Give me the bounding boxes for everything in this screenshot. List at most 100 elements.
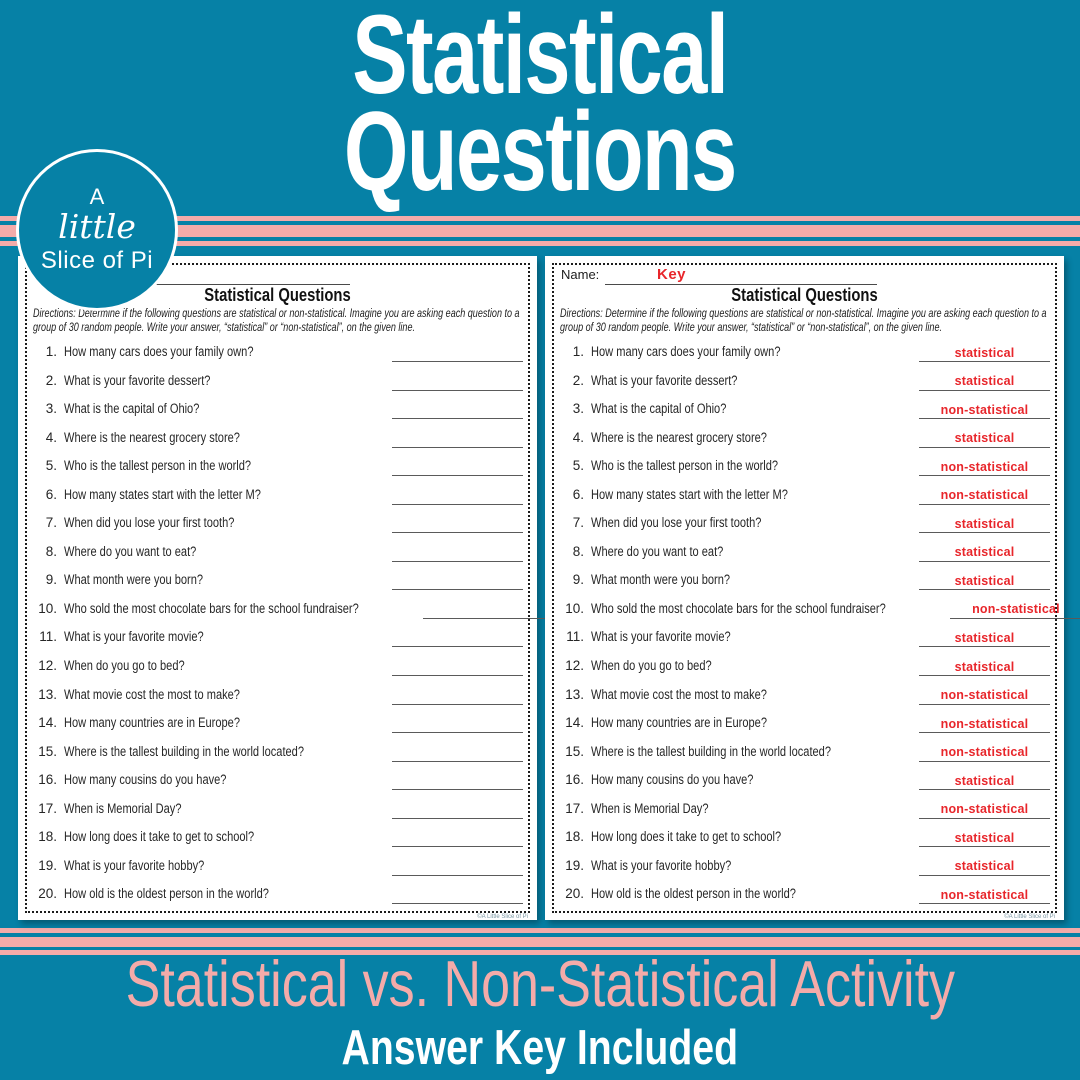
- brand-logo: A little Slice of Pi: [16, 149, 178, 311]
- question-number: 6.: [572, 486, 584, 502]
- question-row: 2. What is your favorite dessert?: [33, 372, 523, 401]
- question-list: 1. How many cars does your family own? s…: [560, 343, 1080, 914]
- question-number: 11.: [39, 629, 57, 645]
- answer-line: non-statistical: [950, 600, 1080, 619]
- answer-line: statistical: [919, 857, 1050, 876]
- question-text: Where do you want to eat?: [64, 543, 197, 559]
- question-number: 14.: [565, 715, 584, 731]
- answer-line: statistical: [919, 571, 1050, 591]
- answer-text: statistical: [954, 859, 1015, 874]
- answer-line: [392, 800, 523, 819]
- question-row: 10. Who sold the most chocolate bars for…: [33, 600, 555, 629]
- answer-text: statistical: [954, 830, 1015, 845]
- question-text: Who sold the most chocolate bars for the…: [64, 600, 359, 616]
- question-text: What is your favorite dessert?: [64, 372, 211, 388]
- logo-line2: little: [58, 206, 136, 246]
- question-text: How many cousins do you have?: [64, 772, 227, 788]
- question-number: 6.: [45, 486, 57, 502]
- question-number: 3.: [45, 401, 57, 417]
- question-number: 2.: [572, 372, 584, 388]
- answer-line: [392, 686, 523, 705]
- question-number: 20.: [565, 886, 584, 902]
- answer-line: statistical: [919, 657, 1050, 677]
- question-number: 13.: [38, 686, 57, 702]
- answer-line: [392, 372, 523, 391]
- answer-text: statistical: [954, 516, 1015, 531]
- bottom-stripe-band: [0, 928, 1080, 955]
- question-number: 20.: [38, 886, 57, 902]
- stripe: [0, 225, 1080, 237]
- answer-line: statistical: [919, 514, 1050, 534]
- question-number: 18.: [38, 829, 57, 845]
- question-row: 15. Where is the tallest building in the…: [560, 743, 1050, 772]
- question-text: Who is the tallest person in the world?: [591, 458, 779, 474]
- question-number: 9.: [572, 572, 584, 588]
- question-row: 16. How many cousins do you have?: [33, 771, 523, 800]
- question-row: 7. When did you lose your first tooth?: [33, 514, 523, 543]
- question-text: When did you lose your first tooth?: [64, 515, 235, 531]
- answer-line: [392, 885, 523, 905]
- directions-wrap: Directions: Determine if the following q…: [33, 307, 529, 341]
- question-text: Who is the tallest person in the world?: [64, 458, 252, 474]
- question-number: 12.: [565, 658, 584, 674]
- question-row: 20. How old is the oldest person in the …: [33, 885, 523, 914]
- question-row: 18. How long does it take to get to scho…: [560, 828, 1050, 857]
- question-text: How many states start with the letter M?: [64, 486, 261, 502]
- question-number: 10.: [38, 600, 57, 616]
- answer-text: non-statistical: [940, 688, 1029, 703]
- question-number: 17.: [565, 800, 584, 816]
- stripe: [0, 216, 1080, 221]
- question-number: 5.: [45, 458, 57, 474]
- question-number: 4.: [572, 429, 584, 445]
- question-row: 3. What is the capital of Ohio?: [33, 400, 523, 429]
- name-value-key: Key: [657, 266, 687, 283]
- question-text: What is your favorite movie?: [64, 629, 204, 645]
- question-number: 13.: [565, 686, 584, 702]
- stripe: [0, 950, 1080, 955]
- question-row: 13. What movie cost the most to make? no…: [560, 686, 1050, 715]
- question-number: 1.: [45, 344, 57, 359]
- question-text: How many cars does your family own?: [591, 344, 781, 359]
- answer-text: non-statistical: [972, 602, 1060, 617]
- question-row: 6. How many states start with the letter…: [560, 486, 1050, 515]
- answer-line: non-statistical: [919, 743, 1050, 762]
- worksheet-page-answer-key: Name: Key Statistical Questions Directio…: [545, 256, 1080, 920]
- question-text: How old is the oldest person in the worl…: [591, 886, 796, 902]
- answer-line: [392, 571, 523, 591]
- question-text: Who sold the most chocolate bars for the…: [591, 600, 886, 616]
- question-row: 4. Where is the nearest grocery store? s…: [560, 429, 1050, 458]
- question-number: 2.: [45, 372, 57, 388]
- answer-line: non-statistical: [919, 885, 1050, 905]
- answer-line: [392, 543, 523, 562]
- answer-line: non-statistical: [919, 486, 1050, 505]
- question-text: How many countries are in Europe?: [591, 715, 767, 731]
- question-text: What is the capital of Ohio?: [591, 401, 727, 417]
- answer-text: non-statistical: [940, 488, 1029, 503]
- name-line: [78, 266, 350, 285]
- question-number: 14.: [38, 715, 57, 731]
- answer-text: statistical: [954, 659, 1015, 674]
- question-row: 9. What month were you born? statistical: [560, 571, 1050, 600]
- question-row: 6. How many states start with the letter…: [33, 486, 523, 515]
- answer-line: non-statistical: [919, 800, 1050, 819]
- question-list: 1. How many cars does your family own? 2…: [33, 343, 555, 914]
- question-number: 11.: [566, 629, 584, 645]
- answer-text: non-statistical: [940, 402, 1029, 417]
- question-number: 9.: [45, 572, 57, 588]
- answer-line: [392, 486, 523, 505]
- answer-text: statistical: [954, 773, 1015, 788]
- question-text: How many cars does your family own?: [64, 344, 254, 359]
- question-number: 8.: [45, 543, 57, 559]
- answer-text: statistical: [954, 431, 1015, 446]
- question-number: 15.: [38, 743, 57, 759]
- question-number: 15.: [565, 743, 584, 759]
- question-row: 9. What month were you born?: [33, 571, 523, 600]
- answer-text: statistical: [954, 630, 1015, 645]
- answer-text: non-statistical: [940, 802, 1029, 817]
- question-row: 20. How old is the oldest person in the …: [560, 885, 1050, 914]
- question-number: 7.: [572, 515, 584, 531]
- question-number: 4.: [45, 429, 57, 445]
- question-number: 7.: [45, 515, 57, 531]
- answer-line: statistical: [919, 372, 1050, 391]
